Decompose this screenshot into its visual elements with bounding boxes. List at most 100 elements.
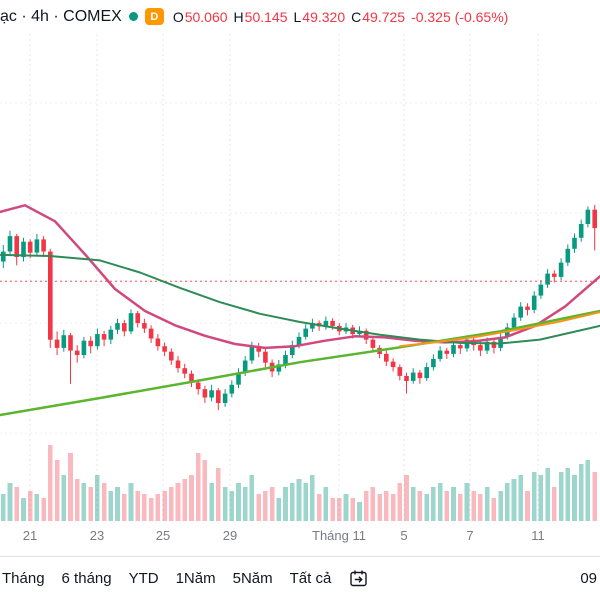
x-axis[interactable]: 21 23 25 29 Tháng 11 5 7 11	[23, 528, 545, 543]
volume-bar	[276, 498, 282, 521]
symbol-title[interactable]: ạc · 4h · COMEX	[0, 7, 122, 25]
volume-bar	[511, 479, 517, 521]
volume-bar	[249, 475, 255, 521]
candle	[444, 350, 450, 354]
volume-bar	[531, 472, 537, 521]
range-all[interactable]: Tất cả	[289, 570, 332, 587]
volume-bar	[545, 468, 550, 521]
range-1-month[interactable]: Tháng	[2, 570, 45, 587]
ma-pink	[0, 204, 600, 350]
go-to-date-button[interactable]	[348, 568, 369, 589]
candle	[34, 239, 40, 253]
candle	[209, 390, 214, 398]
volume-bar	[202, 460, 208, 521]
candle	[222, 393, 228, 403]
candle	[242, 360, 248, 373]
candle	[61, 335, 67, 348]
candle	[552, 273, 557, 277]
candle	[216, 390, 221, 403]
volume-bar	[269, 487, 275, 521]
volume-bar	[390, 494, 396, 521]
candle	[525, 306, 530, 310]
candles	[1, 205, 597, 411]
chart-header: ạc · 4h · COMEX D O 50.060 H 50.145 L 49.32…	[0, 0, 600, 33]
volume-bar	[68, 453, 73, 521]
volume-bar	[182, 479, 187, 521]
volume-bar	[41, 498, 46, 521]
high-value: 50.145	[244, 8, 288, 25]
volume-bar	[424, 494, 429, 521]
x-axis-label: 21	[23, 528, 37, 543]
range-ytd[interactable]: YTD	[128, 570, 159, 587]
candle	[370, 339, 376, 348]
volume-bar	[263, 491, 268, 521]
volume-bar	[148, 498, 154, 521]
candle	[330, 320, 335, 326]
candle	[451, 345, 456, 354]
candle	[498, 336, 503, 348]
volume-bar	[337, 498, 342, 521]
candle	[310, 323, 315, 329]
volume-bar	[7, 483, 13, 521]
delayed-data-badge[interactable]: D	[144, 8, 164, 25]
volume-bar	[95, 475, 100, 521]
candle	[202, 389, 208, 398]
candle	[384, 353, 389, 362]
volume-bar	[377, 494, 382, 521]
volume-bar	[444, 491, 450, 521]
close-value: 49.725	[362, 8, 406, 25]
candle	[162, 346, 167, 352]
volume-bar	[437, 483, 443, 521]
volume-bar	[323, 487, 329, 521]
x-axis-label: 5	[400, 528, 407, 543]
volume-bar	[578, 464, 584, 521]
candle	[565, 248, 571, 263]
candle	[410, 372, 416, 381]
range-6-month[interactable]: 6 tháng	[61, 570, 112, 587]
volume-bar	[155, 494, 161, 521]
volume-bar	[585, 460, 591, 521]
candle	[390, 361, 396, 368]
open-label: O	[172, 8, 184, 25]
candle	[155, 338, 161, 347]
range-5-year[interactable]: 5Năm	[232, 570, 273, 587]
candle	[68, 335, 73, 351]
candle	[511, 317, 517, 328]
candle	[249, 346, 255, 361]
candle	[108, 329, 114, 340]
volume-bar	[54, 460, 60, 521]
volume-bar	[363, 491, 369, 521]
volume-bar	[498, 491, 503, 521]
candle	[21, 241, 26, 258]
volume-bar	[464, 483, 470, 521]
volume-bar	[242, 487, 248, 521]
volume-bar	[404, 475, 409, 521]
volume-bar	[343, 494, 349, 521]
candle	[458, 345, 463, 349]
ohlc-readout: O 50.060 H 50.145 L 49.320 C 49.725 -0.325 (…	[173, 9, 509, 25]
clock-time[interactable]: 09	[580, 570, 597, 587]
candle	[135, 313, 140, 324]
volume-bar	[175, 483, 181, 521]
candle	[558, 262, 564, 277]
volume-bar	[162, 491, 167, 521]
candle	[14, 236, 19, 257]
volume-bar	[61, 475, 67, 521]
volume-bar	[74, 479, 80, 521]
candle	[437, 350, 443, 359]
volume-bar	[330, 498, 335, 521]
candle	[236, 372, 241, 385]
x-axis-label: Tháng 11	[312, 528, 366, 543]
candle	[431, 358, 436, 368]
volume-bar	[209, 483, 214, 521]
volume-bar	[48, 445, 53, 521]
volume-bar	[565, 468, 571, 521]
range-1-year[interactable]: 1Năm	[175, 570, 216, 587]
low-value: 49.320	[302, 8, 346, 25]
candle	[128, 313, 134, 332]
volume-bar	[195, 453, 201, 521]
candle	[518, 306, 523, 318]
volume-bar	[592, 472, 597, 521]
x-axis-label: 29	[223, 528, 237, 543]
